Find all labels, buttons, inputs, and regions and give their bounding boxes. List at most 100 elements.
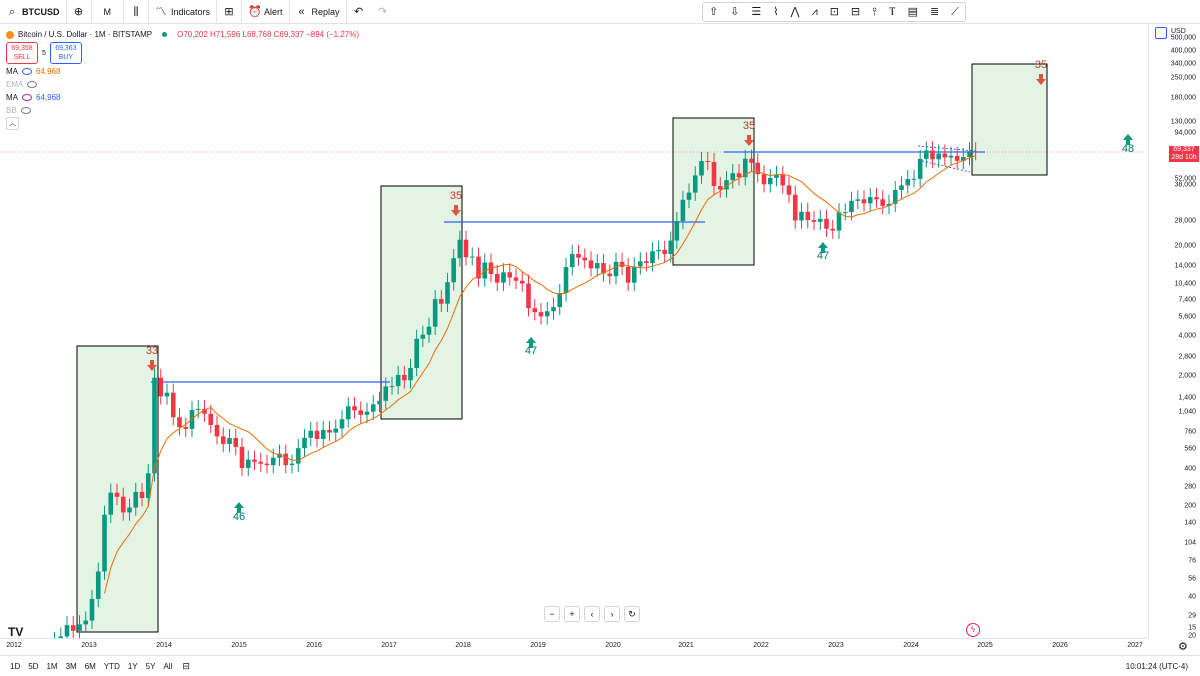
zoom-in-button[interactable]: + <box>564 606 580 622</box>
indicators-button[interactable]: 〽 Indicators <box>149 0 218 24</box>
candle-body <box>625 266 631 283</box>
candle-body <box>327 429 332 433</box>
timeframe-button[interactable]: 1M <box>46 661 58 671</box>
date-range-icon[interactable]: ⊡ <box>829 6 839 18</box>
price-scale[interactable]: 500,000 400,000 340,000 250,000 180,000 130,0… <box>1148 24 1200 640</box>
settings-icon[interactable] <box>1155 27 1167 39</box>
redo-icon: ↷ <box>377 5 388 18</box>
eye-icon[interactable] <box>27 81 38 88</box>
parallel-channel-icon[interactable]: ≣ <box>929 6 940 18</box>
candle-body <box>245 459 251 469</box>
candle-body <box>692 175 698 193</box>
candle-body <box>730 173 736 181</box>
candle-body <box>874 197 879 200</box>
pattern-icon[interactable]: ⌇ <box>773 6 779 18</box>
eye-icon[interactable] <box>20 107 31 114</box>
price-tick-label: 500,000 <box>1170 34 1196 42</box>
candle-body <box>494 274 500 283</box>
indicator-ma-2[interactable]: MA 64,968 <box>6 91 359 104</box>
candle-body <box>295 448 301 464</box>
date-range-icon[interactable]: ⊟ <box>182 660 190 671</box>
anchored-vwap-icon[interactable]: ⫯ <box>872 6 877 18</box>
buy-label: BUY <box>58 54 74 61</box>
trendline-icon[interactable]: ⟋ <box>951 6 959 18</box>
templates-button[interactable]: ⊞ <box>217 0 243 24</box>
buy-button[interactable]: 69,363 BUY <box>49 42 82 64</box>
candle-body <box>170 392 176 418</box>
currency-label: USD <box>1171 28 1186 35</box>
zigzag-icon[interactable]: ⩘ <box>811 6 818 18</box>
candle-body <box>414 338 419 369</box>
candle-body <box>283 453 289 466</box>
collapse-legend-button[interactable]: ︿ <box>6 117 19 130</box>
timeframe-button[interactable]: 1Y <box>127 661 138 671</box>
eye-icon[interactable] <box>22 68 32 75</box>
indicator-bb[interactable]: BB <box>6 104 359 117</box>
price-tick-label: 40 <box>1188 593 1196 601</box>
market-open-dot-icon <box>162 32 168 37</box>
time-scale[interactable]: 2012 2013 2014 2015 2016 2017 2018 2019 2020 2021… <box>0 625 1148 655</box>
candle-body <box>569 253 575 268</box>
sell-label: SELL <box>13 54 31 61</box>
timeframe-button[interactable]: All <box>163 661 173 671</box>
eye-icon[interactable] <box>22 94 32 101</box>
candle-body <box>451 258 456 283</box>
price-tick-label: 250,000 <box>1170 74 1196 82</box>
timeframe-button[interactable]: 3M <box>65 661 77 671</box>
path-icon[interactable]: ⋀ <box>790 6 800 18</box>
reset-chart-button[interactable]: ↻ <box>624 606 640 622</box>
timeframe-button[interactable]: 5D <box>28 661 39 671</box>
alert-button[interactable]: ⏰ Alert <box>242 0 290 24</box>
timeframe-button[interactable]: YTD <box>103 661 120 671</box>
timeframe-button[interactable]: 6M <box>84 661 96 671</box>
price-chart[interactable]: 33 46 35 47 35 47 35 48 <box>0 24 1148 638</box>
timeframe-button[interactable]: 1D <box>10 661 21 671</box>
alert-label: Alert <box>264 6 283 17</box>
candle-body <box>463 239 469 258</box>
arrow-down-marker <box>147 360 157 371</box>
time-tick-label: 2013 <box>81 642 97 649</box>
scroll-left-button[interactable]: ‹ <box>584 606 600 622</box>
replay-button[interactable]: « Replay <box>290 0 347 24</box>
clock[interactable]: 10:01:24 (UTC-4) <box>1125 661 1188 671</box>
long-position-icon[interactable]: ☰ <box>751 6 762 18</box>
indicator-ma-1[interactable]: MA 64,968 <box>6 65 359 78</box>
candle-body <box>445 282 450 304</box>
timeframe-button[interactable]: 5Y <box>145 661 156 671</box>
candle-body <box>208 413 214 425</box>
sell-price: 69,358 <box>11 45 33 52</box>
undo-button[interactable]: ↶ <box>347 0 371 24</box>
redo-button[interactable]: ↷ <box>371 0 395 24</box>
ruler-icon[interactable]: ⊟ <box>850 6 861 18</box>
indicator-ema[interactable]: EMA <box>6 78 359 91</box>
candle-body <box>377 400 382 405</box>
symbol-search[interactable]: ⌕ BTCUSD <box>0 0 67 24</box>
arrow-up-icon[interactable]: ⇧ <box>708 6 719 18</box>
candle-body <box>526 283 531 309</box>
candle-body <box>358 410 364 415</box>
chart-type-button[interactable]: ⫼ <box>124 0 149 24</box>
sell-button[interactable]: 69,358 SELL <box>6 42 38 64</box>
settings-gear-icon[interactable]: ⚙ <box>1178 641 1188 653</box>
candle-body <box>861 199 867 204</box>
interval-button[interactable]: M <box>92 0 124 24</box>
scroll-right-button[interactable]: › <box>604 606 620 622</box>
arrow-down-icon[interactable]: ⇩ <box>730 6 740 18</box>
candle-body <box>538 312 544 317</box>
candle-body <box>214 424 220 437</box>
fib-icon[interactable]: ▤ <box>907 6 919 18</box>
lightning-icon[interactable]: ϟ <box>966 623 980 637</box>
price-tick-label: 29 <box>1188 612 1196 620</box>
zoom-out-button[interactable]: − <box>544 606 560 622</box>
candle-body <box>314 430 320 439</box>
compare-button[interactable]: ⊕ <box>67 0 92 24</box>
candle-body <box>127 507 132 513</box>
currency-selector[interactable]: USD <box>1171 28 1186 35</box>
candle-body <box>805 211 811 221</box>
candle-body <box>345 406 351 420</box>
candle-body <box>582 257 588 261</box>
candle-body <box>139 491 145 499</box>
text-icon[interactable]: Ⲧ <box>888 6 896 18</box>
candle-body <box>320 429 326 439</box>
candle-body <box>613 261 619 277</box>
